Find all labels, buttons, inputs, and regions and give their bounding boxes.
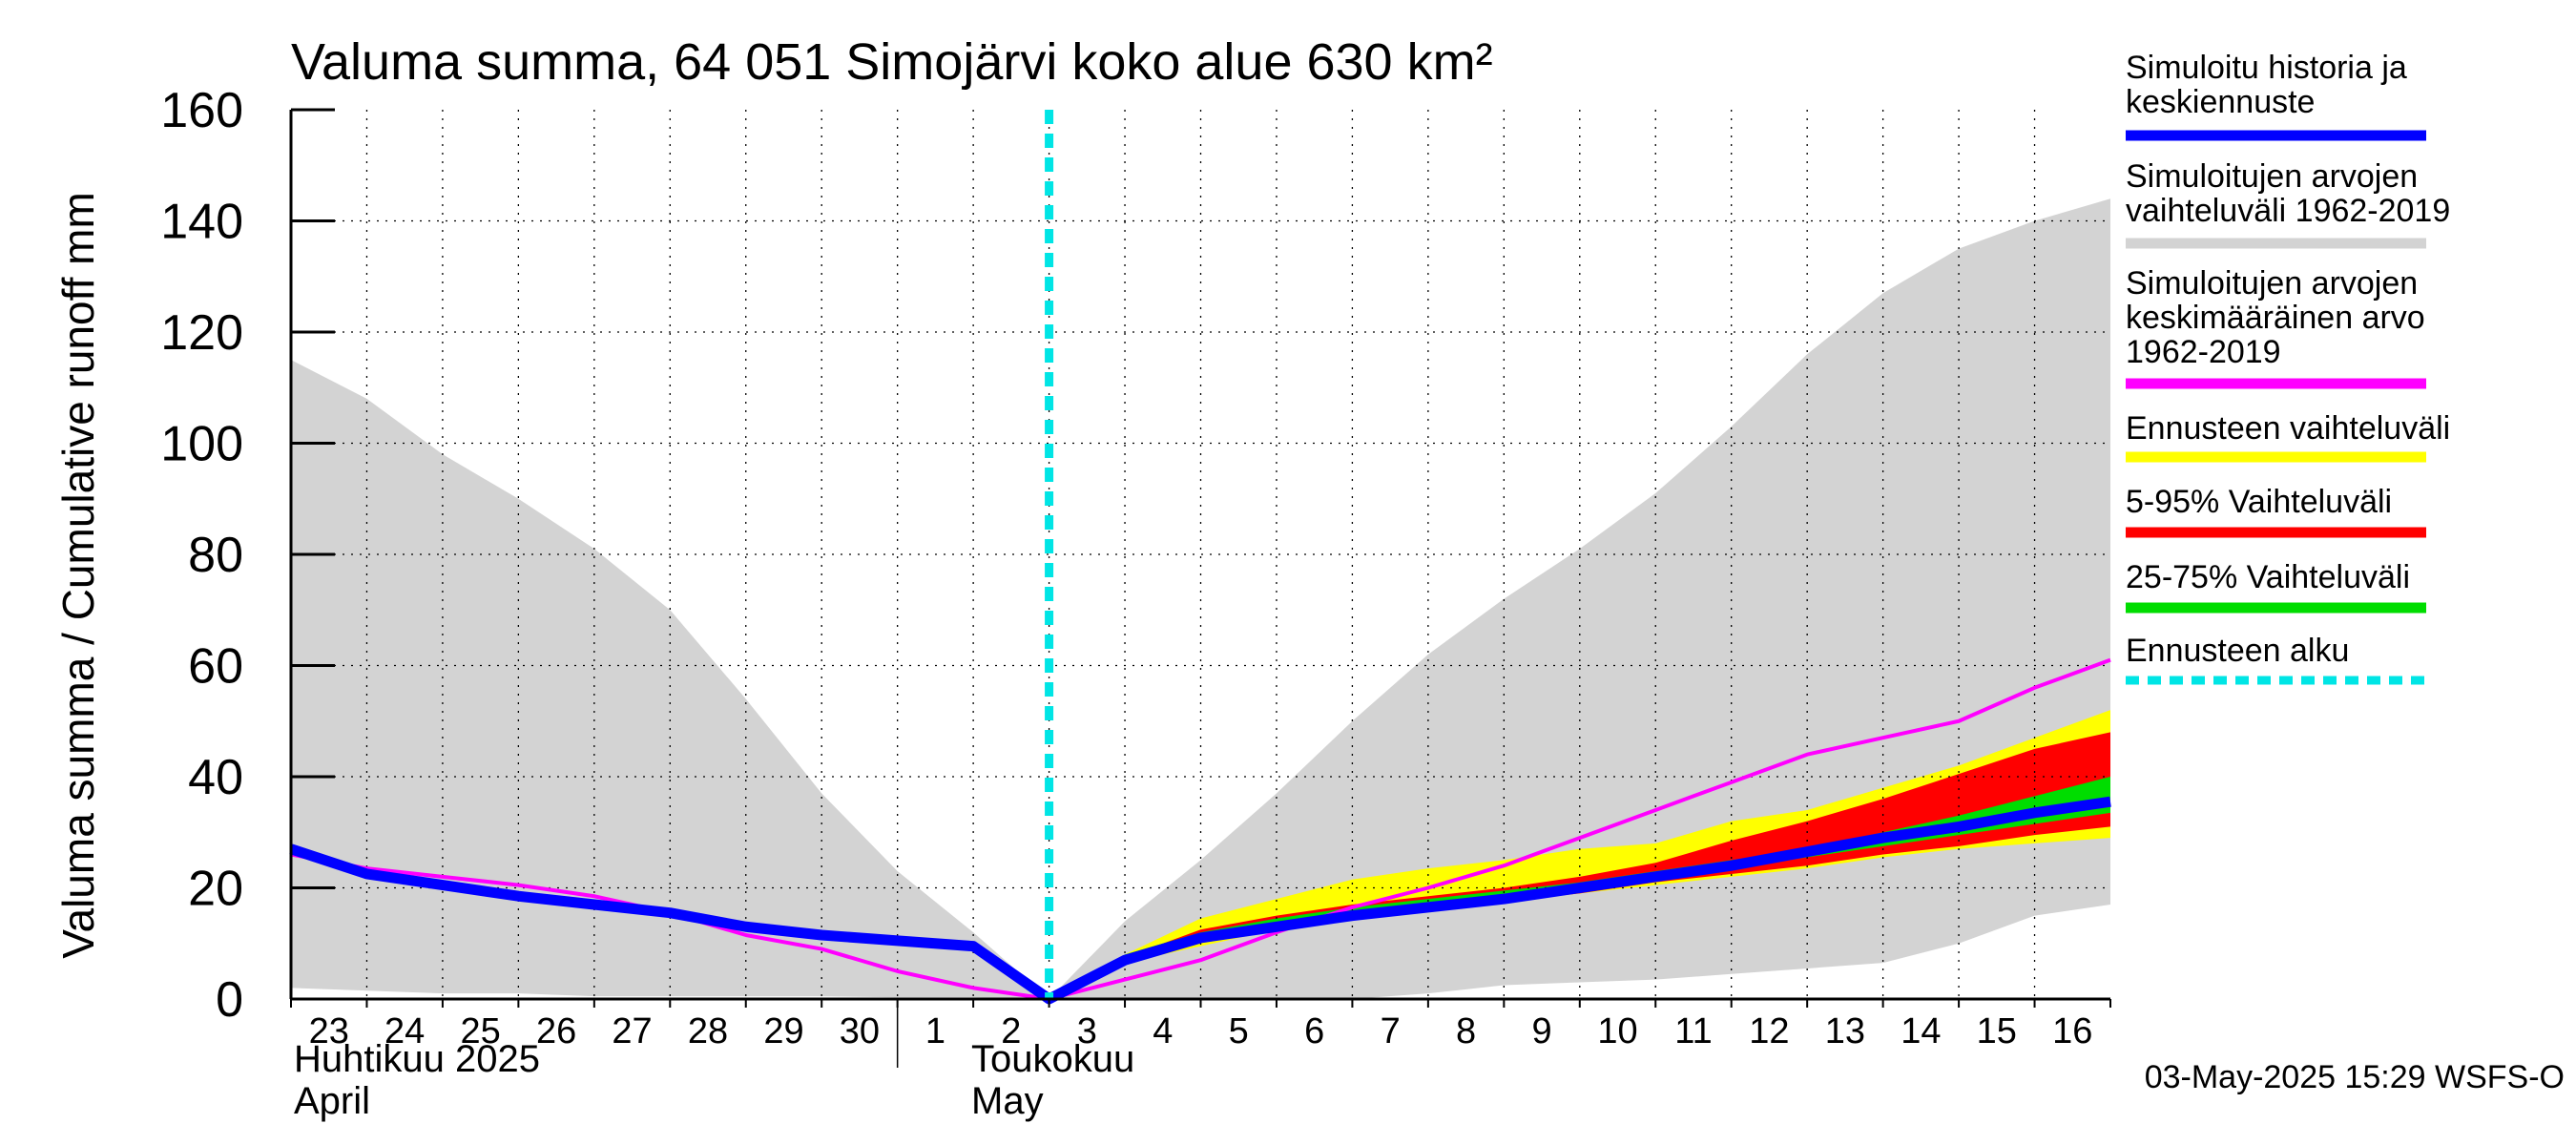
legend-label: 25-75% Vaihteluväli — [2126, 559, 2410, 595]
month-label-april-en: April — [294, 1080, 370, 1122]
x-tick-label: 15 — [1977, 1011, 2017, 1051]
x-tick-label: 13 — [1825, 1011, 1865, 1051]
y-tick-label: 160 — [160, 83, 243, 138]
legend-label: Simuloitujen arvojen — [2126, 265, 2418, 302]
legend-label: Simuloitujen arvojen — [2126, 158, 2418, 195]
x-tick-label: 12 — [1749, 1011, 1789, 1051]
x-tick-label: 26 — [536, 1011, 576, 1051]
x-tick-label: 24 — [384, 1011, 425, 1051]
month-label-april-fi: Huhtikuu 2025 — [294, 1038, 540, 1080]
x-tick-label: 9 — [1531, 1011, 1551, 1051]
series-line-5 — [289, 796, 2111, 1005]
x-tick-label: 16 — [2052, 1011, 2092, 1051]
y-tick-label: 0 — [216, 972, 243, 1028]
y-tick-labels: 0 20 40 60 80 100 120 140 160 — [160, 83, 243, 1028]
x-tick-label: 7 — [1381, 1011, 1401, 1051]
band-0 — [291, 198, 2110, 999]
month-label-may-fi: Toukokuu — [971, 1038, 1134, 1080]
y-tick-label: 120 — [160, 305, 243, 361]
legend-label: Simuloitu historia ja — [2126, 50, 2407, 86]
legend-label: Ennusteen vaihteluväli — [2126, 410, 2450, 447]
x-tick-label: 4 — [1153, 1011, 1173, 1051]
legend-label: 1962-2019 — [2126, 334, 2281, 370]
data-bands — [291, 198, 2110, 999]
x-tick-label: 1 — [925, 1011, 945, 1051]
chart-title: Valuma summa, 64 051 Simojärvi koko alue… — [291, 33, 1493, 91]
legend-item: Ennusteen vaihteluväli — [2126, 410, 2450, 463]
month-label-may-en: May — [971, 1080, 1044, 1122]
y-tick-label: 80 — [188, 528, 243, 583]
x-tick-label: 27 — [612, 1011, 652, 1051]
x-tick-label: 25 — [461, 1011, 501, 1051]
x-tick-label: 30 — [840, 1011, 880, 1051]
y-tick-label: 140 — [160, 195, 243, 250]
x-tick-label: 10 — [1597, 1011, 1637, 1051]
legend-item: 5-95% Vaihteluväli — [2126, 484, 2426, 538]
x-tick-label: 2 — [1001, 1011, 1021, 1051]
data-lines — [289, 110, 2111, 1005]
axes — [289, 108, 2111, 1068]
y-tick-label: 100 — [160, 417, 243, 472]
legend-label: keskiennuste — [2126, 84, 2315, 120]
x-tick-label: 5 — [1229, 1011, 1249, 1051]
legend-label: Ennusteen alku — [2126, 633, 2349, 669]
x-tick-labels: 23 24 25 26 27 28 29 30 1 2 3 4 5 6 7 8 9 10 11 12 13 14 15 16 — [309, 1011, 2093, 1051]
legend-item: 25-75% Vaihteluväli — [2126, 559, 2426, 614]
x-tick-label: 6 — [1304, 1011, 1324, 1051]
timestamp: 03-May-2025 15:29 WSFS-O — [2145, 1059, 2565, 1095]
x-tick-label: 14 — [1901, 1011, 1941, 1051]
legend-label: 5-95% Vaihteluväli — [2126, 484, 2392, 520]
x-tick-label: 3 — [1077, 1011, 1097, 1051]
y-axis-title: Valuma summa / Cumulative runoff mm — [53, 192, 103, 959]
x-tick-label: 11 — [1674, 1011, 1712, 1051]
band-2 — [1049, 732, 2110, 999]
x-tick-label: 8 — [1456, 1011, 1476, 1051]
y-tick-label: 20 — [188, 862, 243, 917]
band-1 — [1049, 710, 2110, 999]
series-line-4 — [290, 657, 2111, 1001]
x-tick-label: 28 — [688, 1011, 728, 1051]
y-tick-label: 60 — [188, 639, 243, 695]
x-tick-label: 29 — [763, 1011, 803, 1051]
y-tick-label: 40 — [188, 750, 243, 805]
legend-label: keskimääräinen arvo — [2126, 300, 2425, 336]
legend-label: vaihteluväli 1962-2019 — [2126, 193, 2450, 229]
x-tick-label: 23 — [309, 1011, 349, 1051]
legend: Simuloitu historia jakeskiennusteSimuloi… — [2126, 50, 2450, 685]
legend-item: Ennusteen alku — [2126, 633, 2426, 685]
